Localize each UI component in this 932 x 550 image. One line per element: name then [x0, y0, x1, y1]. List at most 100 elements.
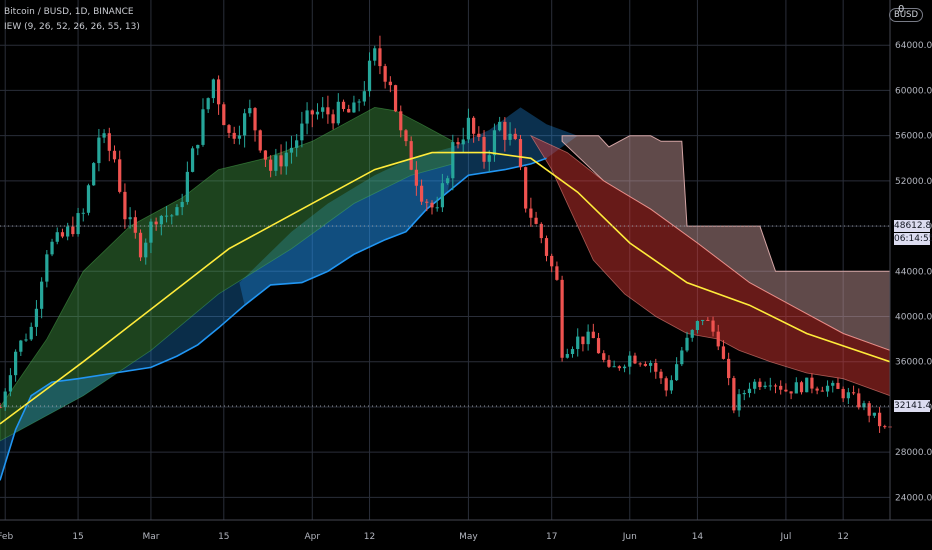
candle-body [102, 133, 105, 137]
candle-body [810, 378, 813, 389]
candle-body [394, 85, 397, 111]
candle-body [238, 135, 241, 138]
candle-body [170, 215, 173, 216]
candle-body [61, 232, 64, 236]
candle-body [201, 109, 204, 145]
candle-body [602, 353, 605, 360]
candle-body [227, 125, 230, 133]
y-tick-label: 44000.00 [895, 267, 932, 277]
y-tick-label: 52000.00 [895, 177, 932, 187]
candle-body [290, 148, 293, 153]
candle-body [134, 217, 137, 233]
candle-body [149, 222, 152, 243]
candle-body [566, 354, 569, 358]
candle-body [248, 108, 251, 113]
candle-body [108, 133, 111, 151]
y-tick-label: 36000.00 [895, 358, 932, 368]
candle-body [175, 207, 178, 215]
candle-body [87, 185, 90, 212]
candle-body [436, 207, 439, 208]
candle-body [639, 363, 642, 364]
candle-body [4, 392, 7, 408]
candle-body [212, 79, 215, 98]
candle-body [597, 338, 600, 353]
x-tick-label: May [459, 532, 478, 542]
candle-body [233, 133, 236, 139]
candle-body [467, 118, 470, 140]
candle-body [30, 327, 33, 339]
candle-body [326, 107, 329, 114]
candle-body [868, 403, 871, 416]
candle-body [451, 142, 454, 178]
x-tick-label: 15 [72, 532, 83, 542]
candle-body [300, 124, 303, 141]
candle-body [748, 389, 751, 393]
candle-body [560, 280, 563, 358]
candle-body [441, 183, 444, 207]
candle-body [425, 202, 428, 203]
candle-body [279, 155, 282, 166]
candle-body [0, 407, 2, 408]
x-tick-label: 12 [364, 532, 375, 542]
candle-body [430, 203, 433, 208]
candle-body [373, 48, 376, 60]
candle-body [550, 256, 553, 266]
candle-body [878, 413, 881, 426]
candle-body [727, 359, 730, 378]
x-tick-label: Jun [622, 532, 637, 542]
indicator-legend[interactable]: IEW (9, 26, 52, 26, 26, 55, 13) [4, 22, 140, 32]
candle-body [285, 153, 288, 167]
x-tick-label: Feb [0, 532, 13, 542]
candle-body [14, 352, 17, 375]
candle-body [40, 282, 43, 309]
time-axis[interactable]: Feb 15 Mar 15 Apr 12 May 17 Jun 14 Jul 12 [0, 520, 932, 542]
candle-body [35, 309, 38, 327]
candle-body [607, 360, 610, 367]
candle-body [472, 118, 475, 134]
candle-body [529, 209, 532, 218]
candle-body [774, 385, 777, 386]
candle-body [670, 380, 673, 390]
candle-body [342, 102, 345, 109]
y-tick-label: 64000.00 [895, 41, 932, 51]
candle-body [852, 392, 855, 393]
candle-body [633, 356, 636, 364]
candle-body [628, 356, 631, 367]
candle-body [347, 109, 350, 112]
currency-badge[interactable]: BUSD [889, 8, 923, 22]
candle-body [857, 393, 860, 407]
candle-body [826, 386, 829, 392]
candle-body [722, 346, 725, 358]
candle-body [534, 218, 537, 224]
candle-body [519, 139, 522, 167]
candle-body [253, 108, 256, 130]
candle-body [665, 378, 668, 390]
y-tick-label: 40000.00 [895, 313, 932, 323]
corner-glyph: 0 [898, 4, 904, 15]
candle-body [420, 186, 423, 202]
candle-body [446, 178, 449, 183]
candle-body [613, 366, 616, 367]
candle-body [779, 386, 782, 390]
candle-body [368, 61, 371, 91]
candle-body [701, 320, 704, 321]
candle-body [274, 155, 277, 171]
candle-body [217, 79, 220, 104]
candle-body [680, 350, 683, 364]
candle-body [503, 122, 506, 140]
candle-body [384, 66, 387, 82]
candle-body [165, 216, 168, 217]
candle-body [654, 363, 657, 372]
candle-body [305, 110, 308, 123]
candle-body [488, 155, 491, 162]
candle-body [331, 114, 334, 123]
candle-body [581, 337, 584, 345]
candle-body [92, 163, 95, 185]
candle-body [649, 363, 652, 366]
candle-body [592, 332, 595, 338]
candle-body [456, 142, 459, 144]
price-axis[interactable]: 24000.0028000.0032000.0036000.0040000.00… [890, 0, 932, 520]
candle-body [71, 227, 74, 234]
candle-body [571, 349, 574, 354]
